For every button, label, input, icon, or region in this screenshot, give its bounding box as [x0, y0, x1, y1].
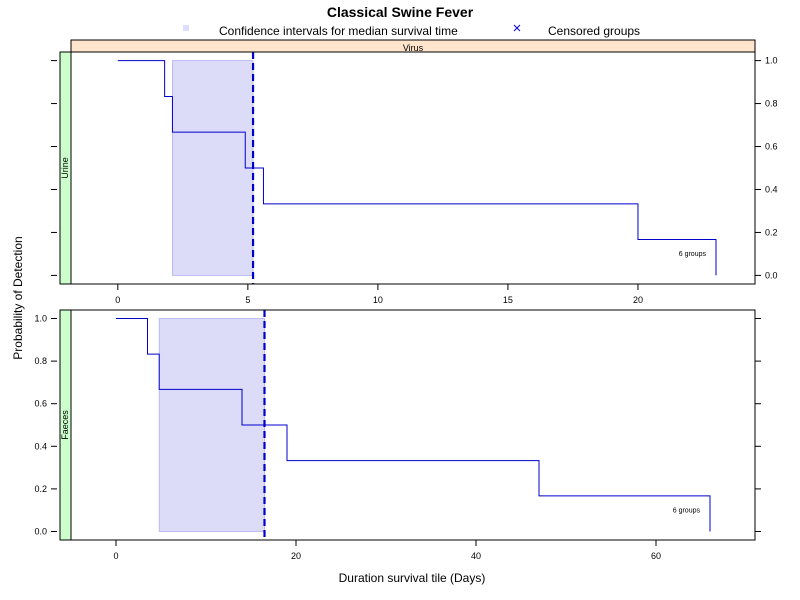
y-tick-label: 0.0 — [34, 526, 47, 536]
row-strip-label: Faeces — [60, 410, 70, 440]
y-axis-label: Probability of Detection — [11, 236, 25, 359]
legend-censored-label: Censored groups — [548, 24, 640, 38]
y-tick-label: 1.0 — [765, 56, 778, 66]
panel-frame — [70, 51, 756, 285]
survival-step-line — [116, 318, 711, 532]
y-tick-label: 0.4 — [765, 184, 778, 194]
y-tick-label: 0.8 — [765, 99, 778, 109]
x-tick-label: 15 — [503, 295, 513, 305]
ci-band — [172, 60, 254, 276]
x-tick-label: 20 — [291, 551, 301, 561]
y-tick-label: 0.6 — [765, 142, 778, 152]
y-tick-label: 0.2 — [34, 484, 47, 494]
x-tick-label: 40 — [471, 551, 481, 561]
legend: Confidence intervals for median survival… — [183, 24, 640, 38]
panel-urine: Virus Urine 6 groups 0 5 10 15 20 0.0 0.2 0.4 0.6 0.… — [51, 39, 778, 305]
legend-ci-label: Confidence intervals for median survival… — [219, 24, 458, 38]
y-tick-label: 1.0 — [34, 314, 47, 324]
legend-ci-swatch — [183, 25, 189, 31]
x-tick-label: 0 — [113, 551, 118, 561]
y-tick-label: 0.0 — [765, 270, 778, 280]
chart-title: Classical Swine Fever — [327, 4, 474, 20]
y-tick-label: 0.4 — [34, 441, 47, 451]
panel-frame — [70, 309, 756, 541]
panel-faeces: Faeces 6 groups 0 20 40 60 0.0 0.2 0.4 0.6 0.8 1.0 — [34, 309, 761, 561]
y-tick-label: 0.8 — [34, 356, 47, 366]
x-axis-label: Duration survival tile (Days) — [339, 571, 486, 585]
x-tick-label: 0 — [115, 295, 120, 305]
survival-step-line — [117, 60, 717, 276]
legend-censored-symbol — [513, 24, 521, 32]
x-tick-label: 5 — [245, 295, 250, 305]
groups-note: 6 groups — [673, 507, 701, 514]
x-tick-label: 60 — [651, 551, 661, 561]
y-tick-label: 0.6 — [34, 399, 47, 409]
x-tick-label: 10 — [373, 295, 383, 305]
row-strip-label: Urine — [60, 157, 70, 179]
groups-note: 6 groups — [679, 251, 707, 258]
x-tick-label: 20 — [633, 295, 643, 305]
panels: Virus Urine 6 groups 0 5 10 15 20 0.0 0.2 0.4 0.6 0.… — [34, 39, 778, 561]
y-tick-label: 0.2 — [765, 227, 778, 237]
column-strip-label: Virus — [403, 43, 424, 53]
